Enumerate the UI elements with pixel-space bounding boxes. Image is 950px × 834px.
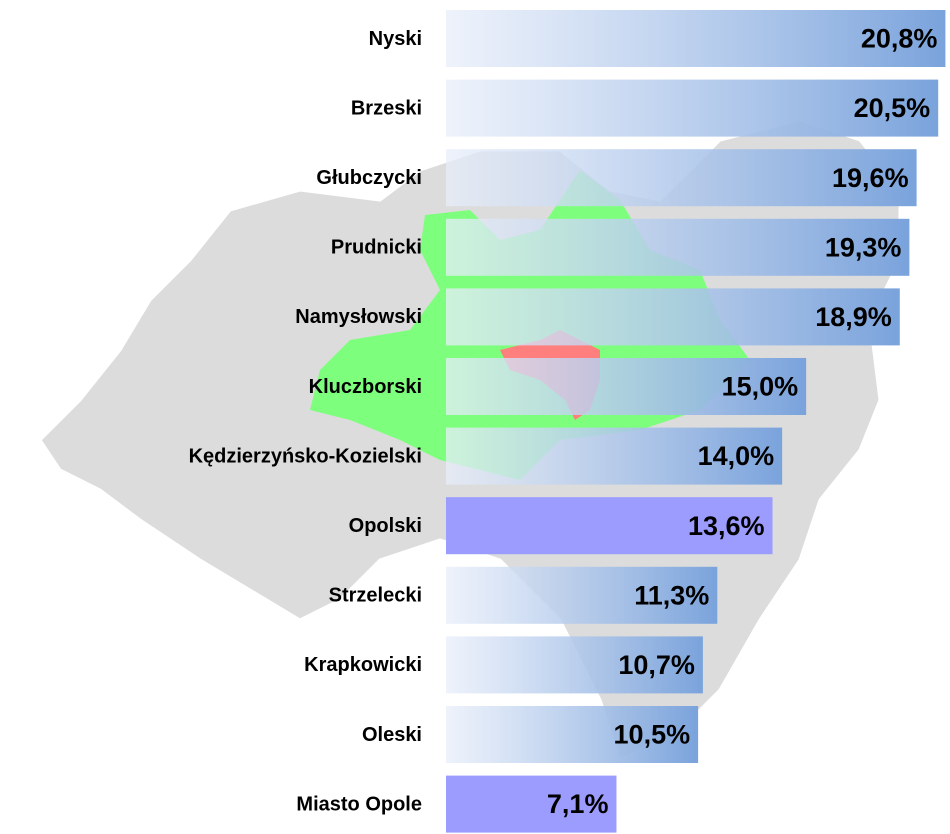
bar (446, 149, 917, 207)
value-label: 19,6% (832, 163, 909, 193)
value-label: 18,9% (815, 302, 892, 332)
value-label: 15,0% (722, 372, 799, 402)
category-label: Brzeski (351, 97, 422, 119)
category-label: Opolski (349, 515, 422, 537)
category-label: Głubczycki (316, 167, 422, 189)
category-label: Kluczborski (309, 376, 422, 398)
bar (446, 79, 939, 137)
bar (446, 10, 946, 67)
bar (446, 497, 773, 555)
bar (446, 706, 699, 763)
bar (446, 636, 703, 694)
bar (446, 358, 807, 415)
value-label: 19,3% (825, 232, 902, 262)
value-label: 14,0% (698, 441, 775, 471)
value-label: 11,3% (634, 580, 709, 610)
category-label: Kędzierzyńsko-Kozielski (189, 445, 422, 467)
category-label: Nyski (369, 28, 422, 50)
value-label: 10,7% (618, 650, 695, 680)
value-label: 7,1% (547, 789, 609, 819)
category-label: Prudnicki (331, 237, 422, 259)
bar (446, 566, 718, 624)
category-label: Krapkowicki (304, 654, 422, 676)
category-label: Miasto Opole (296, 793, 422, 815)
value-label: 20,8% (861, 24, 938, 54)
category-label: Strzelecki (329, 585, 422, 607)
value-label: 20,5% (854, 93, 931, 123)
category-label: Namysłowski (295, 306, 422, 328)
bar (446, 775, 617, 833)
category-label: Oleski (362, 724, 422, 746)
value-label: 13,6% (688, 511, 765, 541)
bar (446, 288, 900, 346)
bar (446, 427, 783, 485)
bar (446, 218, 910, 276)
value-label: 10,5% (614, 720, 691, 750)
